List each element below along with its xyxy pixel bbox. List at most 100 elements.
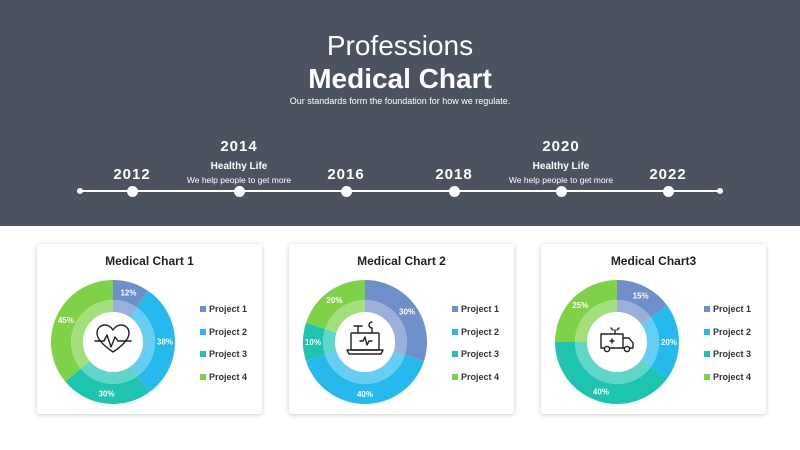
legend-item-project-3: Project 3	[704, 349, 774, 361]
donut-chart-2: 30% 40% 10% 20%	[303, 280, 427, 404]
timeline-event-desc-2014: We help people to get more	[186, 175, 292, 185]
slice-label-4: 25%	[572, 301, 588, 310]
timeline-dot-2020	[555, 185, 567, 197]
donut-slice-inner-2	[641, 317, 659, 367]
timeline-year-2016: 2016	[327, 166, 365, 183]
donut-slice-inner-4	[71, 300, 113, 369]
chart-card-2: Medical Chart 2 30% 40% 10% 20% Project 1 Pr…	[289, 244, 514, 414]
donut-slice-inner-1	[617, 300, 651, 325]
legend-swatch	[200, 306, 206, 312]
donut-slice-4	[50, 280, 113, 382]
chart-title: Medical Chart3	[610, 254, 697, 268]
legend-swatch	[452, 306, 458, 312]
donut-hole	[335, 312, 395, 372]
chart-title: Medical Chart 1	[105, 254, 194, 268]
donut-slice-inner-3	[575, 342, 651, 384]
timeline-end-dot-right	[717, 188, 723, 194]
donut-slice-inner-2	[325, 351, 405, 384]
timeline-dot-2014	[233, 185, 245, 197]
legend-item-project-2: Project 2	[704, 327, 774, 339]
legend-swatch	[452, 373, 458, 380]
title-line2: Medical Chart	[308, 63, 492, 94]
donut-slice-inner-3	[323, 329, 337, 355]
legend-item-project-1: Project 1	[452, 304, 522, 316]
donut-slice-4	[306, 280, 365, 330]
slice-label-4: 20%	[326, 296, 342, 305]
slice-label-1: 30%	[399, 307, 415, 316]
legend-label: Project 3	[713, 349, 752, 359]
donut-slice-3	[65, 368, 150, 404]
legend-swatch	[452, 328, 458, 335]
timeline-year-2018: 2018	[435, 166, 473, 183]
donut-slice-inner-1	[113, 300, 137, 318]
slice-label-2: 20%	[661, 338, 677, 347]
timeline-year-2022: 2022	[649, 166, 687, 183]
legend-label: Project 2	[461, 326, 500, 337]
donut-chart-1: 12% 38% 30% 45%	[50, 280, 175, 404]
slice-label-2: 40%	[357, 390, 373, 399]
slice-label-1: 12%	[120, 288, 136, 297]
legend-label: Project 2	[209, 326, 248, 337]
legend-item-project-4: Project 4	[704, 372, 774, 384]
donut-slice-inner-2	[130, 307, 155, 376]
slice-label-3: 30%	[98, 390, 114, 399]
legend-item-project-4: Project 4	[200, 372, 270, 384]
legend-label: Project 4	[461, 371, 500, 382]
timeline-year-2020: 2020	[542, 138, 580, 155]
chart-card-1: Medical Chart 1 12% 38% 30% 45% Project 1 Pr…	[37, 244, 262, 414]
slice-label-2: 38%	[157, 337, 173, 346]
legend-label: Project 3	[461, 349, 500, 359]
legend-swatch	[200, 328, 206, 335]
timeline-end-dot-left	[77, 188, 83, 194]
legend-item-project-1: Project 1	[200, 304, 270, 316]
timeline-event-desc-2020: We help people to get more	[508, 175, 614, 185]
donut-slice-inner-4	[575, 300, 617, 342]
legend-label: Project 4	[713, 371, 752, 382]
legend-swatch	[704, 373, 710, 380]
slice-label-3: 10%	[305, 338, 321, 347]
legend-label: Project 1	[461, 304, 500, 314]
timeline-dot-2016	[340, 185, 352, 197]
legend-swatch	[704, 306, 710, 312]
timeline-line	[80, 190, 720, 192]
timeline-event-label-2020: Healthy Life	[532, 161, 590, 172]
donut-slice-2	[306, 354, 424, 404]
medical-laptop-icon	[346, 321, 384, 355]
legend-item-project-4: Project 4	[452, 372, 522, 384]
chart-card-3: Medical Chart3 15% 20% 40% 25% Project 1 Pro…	[541, 244, 766, 414]
donut-slice-3	[555, 342, 668, 404]
chart-title: Medical Chart 2	[357, 254, 446, 268]
ambulance-icon	[600, 327, 634, 353]
timeline-year-2012: 2012	[113, 166, 151, 183]
slice-label-1: 15%	[633, 292, 649, 301]
legend-item-project-3: Project 3	[200, 349, 270, 361]
legend-swatch	[704, 328, 710, 335]
timeline-year-2014: 2014	[220, 138, 258, 155]
donut-slice-2	[136, 290, 175, 393]
legend-item-project-1: Project 1	[704, 304, 774, 316]
donut-slice-3	[303, 322, 326, 362]
donut-slice-1	[113, 280, 149, 308]
legend-swatch	[200, 373, 206, 380]
legend-swatch	[452, 351, 458, 357]
header-banner: Professions Medical Chart Our standards …	[0, 0, 800, 226]
subtitle: Our standards form the foundation for ho…	[289, 96, 511, 106]
legend-label: Project 1	[713, 304, 752, 314]
donut-chart-3: 15% 20% 40% 25%	[555, 280, 679, 404]
donut-slice-4	[555, 280, 617, 342]
legend-item-project-2: Project 2	[452, 327, 522, 339]
legend-item-project-3: Project 3	[452, 349, 522, 361]
title-line1: Professions	[326, 30, 474, 61]
donut-slice-1	[617, 280, 668, 318]
slice-label-3: 40%	[593, 387, 609, 396]
donut-slice-2	[650, 305, 679, 379]
timeline-event-label-2014: Healthy Life	[210, 161, 268, 172]
timeline-dot-2018	[448, 185, 460, 197]
donut-slice-inner-1	[365, 300, 407, 355]
heart-pulse-icon	[94, 324, 132, 353]
legend-label: Project 1	[209, 304, 248, 314]
legend-label: Project 4	[209, 371, 248, 382]
legend-label: Project 3	[209, 349, 248, 359]
legend-label: Project 2	[713, 326, 752, 337]
legend-swatch	[704, 351, 710, 357]
